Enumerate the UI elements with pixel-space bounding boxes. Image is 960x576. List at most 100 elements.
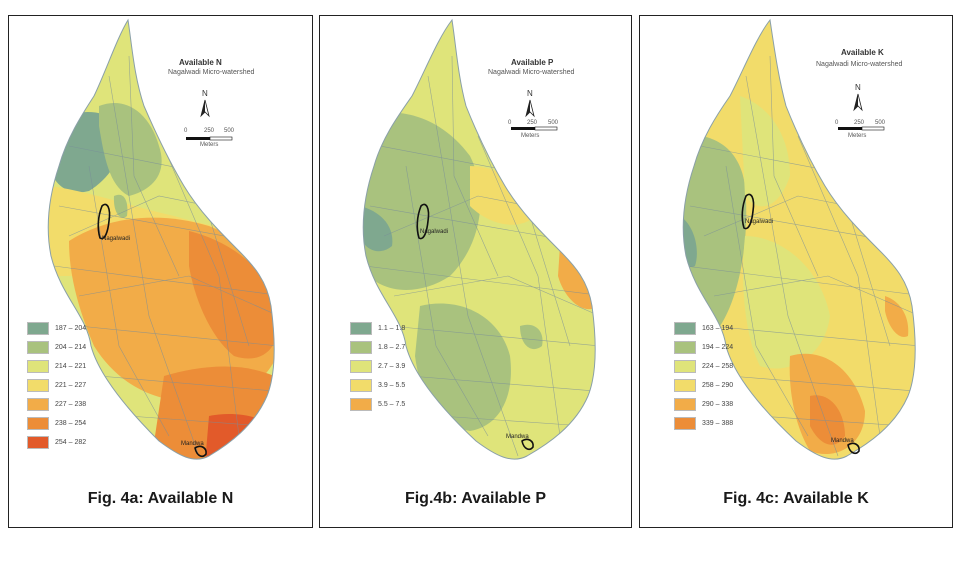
village-boundary-bottom: [847, 442, 860, 455]
scale-zero: 0: [184, 128, 188, 134]
map-panel-n: Available N Nagalwadi Micro-watershed N …: [8, 15, 313, 528]
figure-caption: Fig.4b: Available P: [404, 490, 547, 507]
legend-item: 238 – 254: [27, 414, 86, 433]
village-label-bottom: Mandwa: [831, 438, 854, 444]
map-panel-k: Available K Nagalwadi Micro-watershed N …: [639, 15, 953, 528]
legend-item: 1.1 – 1.8: [350, 319, 405, 338]
map-subtitle: Nagalwadi Micro-watershed: [488, 69, 575, 76]
legend-swatch: [27, 398, 49, 411]
scale-unit: Meters: [848, 133, 867, 139]
legend-item: 254 – 282: [27, 433, 86, 452]
scale-250: 250: [854, 120, 865, 126]
legend-label: 194 – 224: [702, 344, 734, 351]
legend-label: 258 – 290: [702, 382, 734, 389]
village-label-top: Nagalwadi: [420, 229, 449, 235]
legend-item: 214 – 221: [27, 357, 86, 376]
nitrogen-map: [47, 18, 275, 460]
map-title: Available K: [841, 48, 884, 57]
legend-swatch: [674, 341, 696, 354]
village-label-bottom: Mandwa: [181, 441, 204, 447]
legend-item: 221 – 227: [27, 376, 86, 395]
figure-caption: Fig. 4a: Available N: [87, 490, 234, 507]
legend-label: 204 – 214: [55, 344, 87, 351]
north-arrow: [853, 93, 863, 112]
legend-swatch: [27, 417, 49, 430]
legend-swatch: [27, 436, 49, 449]
legend-label: 2.7 – 3.9: [378, 363, 406, 370]
legend-item: 290 – 338: [674, 395, 733, 414]
village-boundary-bottom: [194, 445, 207, 458]
scale-500: 500: [224, 128, 235, 134]
map-subtitle: Nagalwadi Micro-watershed: [816, 61, 903, 68]
legend-item: 187 – 204: [27, 319, 86, 338]
scale-500: 500: [875, 120, 886, 126]
map-subtitle: Nagalwadi Micro-watershed: [168, 69, 255, 76]
village-boundary-top: [741, 193, 755, 230]
legend: 163 – 194 194 – 224 224 – 258 258 – 290 …: [674, 319, 733, 433]
legend-item: 163 – 194: [674, 319, 733, 338]
legend-label: 1.8 – 2.7: [378, 344, 406, 351]
north-label: N: [527, 89, 533, 98]
potassium-map: [682, 18, 916, 460]
scale-zero: 0: [835, 120, 839, 126]
map-title: Available N: [179, 58, 222, 67]
legend-swatch: [350, 341, 372, 354]
legend-label: 290 – 338: [702, 401, 734, 408]
legend-label: 163 – 194: [702, 325, 734, 332]
legend-label: 227 – 238: [55, 401, 87, 408]
legend-swatch: [674, 322, 696, 335]
village-label-top: Nagalwadi: [102, 236, 131, 242]
legend-item: 2.7 – 3.9: [350, 357, 405, 376]
legend-swatch: [350, 360, 372, 373]
legend-item: 1.8 – 2.7: [350, 338, 405, 357]
figure-caption: Fig. 4c: Available K: [723, 490, 869, 507]
legend-swatch: [674, 398, 696, 411]
scale-unit: Meters: [521, 133, 540, 139]
village-boundary-top: [97, 203, 111, 240]
scale-250: 250: [204, 128, 215, 134]
legend-swatch: [350, 398, 372, 411]
village-label-top: Nagalwadi: [745, 219, 774, 225]
legend-label: 1.1 – 1.8: [378, 325, 406, 332]
legend-item: 224 – 258: [674, 357, 733, 376]
scale-bar: [838, 126, 885, 131]
north-label: N: [202, 89, 208, 98]
legend-swatch: [27, 341, 49, 354]
legend-swatch: [27, 322, 49, 335]
legend-label: 339 – 388: [702, 420, 734, 427]
legend-swatch: [350, 322, 372, 335]
scale-250: 250: [527, 120, 538, 126]
north-label: N: [855, 83, 861, 92]
legend-item: 258 – 290: [674, 376, 733, 395]
legend-item: 339 – 388: [674, 414, 733, 433]
legend-item: 227 – 238: [27, 395, 86, 414]
scale-zero: 0: [508, 120, 512, 126]
phosphorus-map: [362, 18, 596, 460]
legend-swatch: [350, 379, 372, 392]
legend-label: 3.9 – 5.5: [378, 382, 406, 389]
legend: 187 – 204 204 – 214 214 – 221 221 – 227 …: [27, 319, 86, 452]
legend-swatch: [674, 379, 696, 392]
legend-swatch: [674, 360, 696, 373]
legend: 1.1 – 1.8 1.8 – 2.7 2.7 – 3.9 3.9 – 5.5 …: [350, 319, 405, 414]
legend-label: 224 – 258: [702, 363, 734, 370]
village-label-bottom: Mandwa: [506, 434, 529, 440]
legend-label: 187 – 204: [55, 325, 87, 332]
legend-swatch: [27, 379, 49, 392]
village-boundary-bottom: [521, 438, 534, 451]
scale-bar: [186, 136, 233, 141]
legend-label: 238 – 254: [55, 420, 87, 427]
legend-swatch: [27, 360, 49, 373]
north-arrow: [525, 99, 535, 118]
legend-item: 5.5 – 7.5: [350, 395, 405, 414]
scale-unit: Meters: [200, 142, 219, 148]
legend-label: 254 – 282: [55, 439, 87, 446]
village-boundary-top: [416, 203, 430, 240]
legend-item: 3.9 – 5.5: [350, 376, 405, 395]
map-title: Available P: [511, 58, 554, 67]
legend-label: 221 – 227: [55, 382, 87, 389]
legend-label: 214 – 221: [55, 363, 87, 370]
legend-item: 194 – 224: [674, 338, 733, 357]
legend-label: 5.5 – 7.5: [378, 401, 406, 408]
scale-500: 500: [548, 120, 559, 126]
